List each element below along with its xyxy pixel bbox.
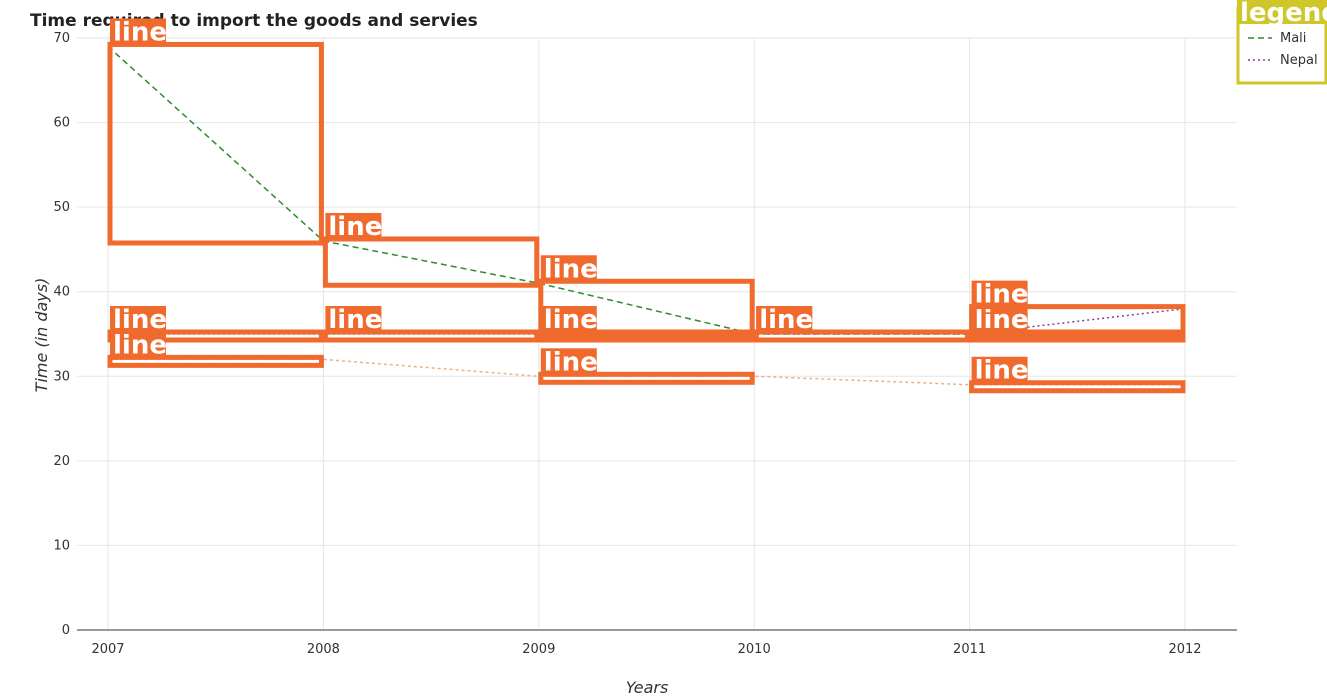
line-annotation-label: line [975,280,1029,310]
line-annotation-tag [971,356,1028,383]
line-annotation-box [969,304,1186,339]
line-annotation-label: line [544,254,598,284]
line-annotation-label: line [544,305,598,335]
y-tick-label: 50 [53,200,70,215]
line-annotation-tag [325,306,382,332]
line-annotation-box [538,329,755,343]
line-annotation-box [107,354,324,368]
x-tick-label: 2008 [307,642,340,657]
line-annotation-box [107,41,324,246]
y-axis-title: Time (in days) [32,278,51,393]
legend-title-tag [1237,0,1327,24]
x-tick-label: 2011 [953,642,986,657]
x-tick-labels: 2007 2008 2009 2010 2011 2012 [91,642,1201,657]
line-annotation-tag [110,331,166,358]
line-annotation-tag [540,348,597,375]
legend-title: legend [1240,0,1327,28]
y-tick-labels: 0 10 20 30 40 50 60 70 [53,31,70,638]
x-tick-label: 2009 [522,642,555,657]
x-tick-label: 2012 [1168,642,1201,657]
line-annotation-tag [540,306,597,332]
line-annotation-tag [325,212,382,239]
line-annotation-box [969,380,1186,394]
line-annotation-tag [971,306,1028,332]
line-annotation-label: line [975,356,1029,386]
line-annotation-label: line [544,347,598,377]
line-annotation-label: line [328,212,382,242]
x-tick-label: 2007 [91,642,124,657]
line-annotation-label: line [328,305,382,335]
line-annotation-tag [540,255,597,282]
line-annotation-tag [756,306,813,332]
legend-label-mali: Mali [1280,31,1306,46]
line-annotation-tag [971,280,1028,307]
y-tick-label: 0 [62,623,70,638]
line-annotation-tag [110,306,166,332]
x-axis-title: Years [626,678,669,697]
line-annotation-box [538,371,755,385]
line-annotation-box [322,329,540,343]
chart-title: Time required to import the goods and se… [30,11,478,31]
line-annotation-label: line [113,330,167,360]
line-annotation-label: line [975,305,1029,335]
legend: legend Mali Nepal [1236,0,1327,85]
line-annotation-tag [110,18,166,45]
y-tick-label: 20 [53,454,70,469]
y-tick-label: 10 [53,538,70,553]
line-annotation-label: line [759,305,813,335]
y-tick-label: 70 [53,31,70,46]
line-annotation-label: line [113,305,167,335]
legend-label-nepal: Nepal [1280,53,1318,68]
line-annotation-label: line [113,17,167,47]
line-annotation-box [322,236,540,288]
x-tick-label: 2010 [738,642,771,657]
line-annotation-box [753,329,971,343]
y-tick-label: 60 [53,116,70,131]
y-tick-label: 40 [53,285,70,300]
y-tick-label: 30 [53,369,70,384]
